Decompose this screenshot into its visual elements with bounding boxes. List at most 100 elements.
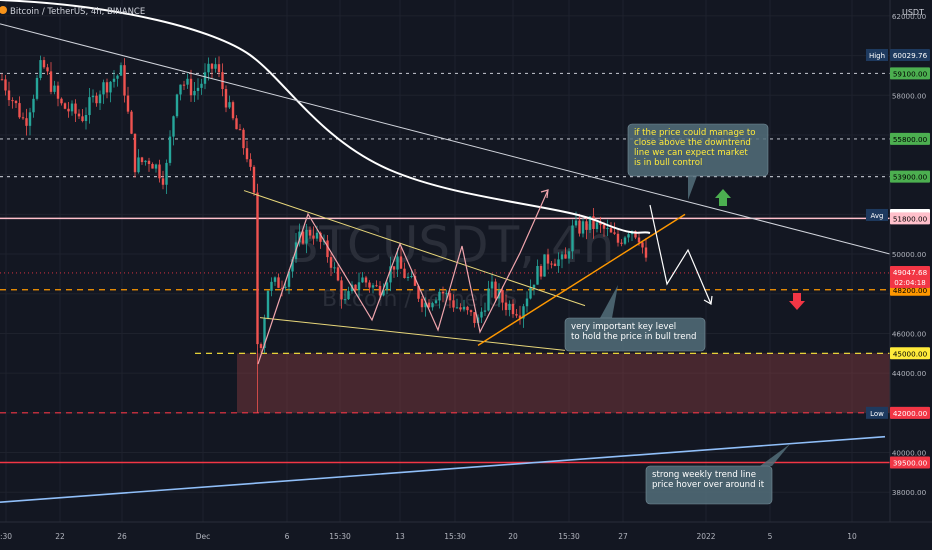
candle-body-66: [231, 102, 235, 119]
level-badge-bg-2: [890, 132, 930, 145]
x-tick-11: 2022: [696, 532, 715, 541]
currency-label[interactable]: USDT: [902, 8, 924, 17]
candle-body-151: [529, 287, 532, 299]
candle-body-114: [399, 256, 403, 269]
moving-average-line: [0, 0, 651, 234]
candle-body-69: [242, 129, 245, 149]
candle-body-169: [592, 216, 595, 229]
candle-body-118: [413, 276, 417, 286]
candle-body-150: [525, 298, 529, 307]
candle-body-128: [448, 293, 452, 301]
candle-body-146: [511, 303, 515, 315]
candle-body-15: [53, 85, 56, 92]
candle-body-62: [217, 64, 221, 73]
y-tick-4: 50000.00: [892, 250, 927, 259]
candle-body-27: [95, 95, 98, 104]
level-badge-7: 45000.00: [893, 349, 928, 358]
annotation-pointer-1: [600, 285, 618, 318]
candle-body-9: [32, 98, 35, 113]
candle-body-21: [74, 103, 77, 114]
candle-body-109: [382, 289, 385, 296]
candle-body-3: [11, 100, 14, 102]
candle-body-122: [427, 302, 431, 308]
candle-body-86: [301, 231, 305, 244]
level-badge-0: 60029.76: [893, 51, 928, 60]
candle-body-161: [564, 254, 567, 259]
candle-body-179: [627, 234, 630, 238]
candle-body-48: [168, 136, 172, 163]
candle-body-4: [14, 100, 18, 104]
candle-body-72: [252, 166, 256, 193]
candle-body-115: [403, 268, 406, 278]
candle-body-76: [266, 290, 270, 319]
candle-body-167: [585, 221, 588, 230]
candle-body-37: [130, 111, 133, 134]
candle-body-36: [126, 95, 130, 112]
candle-body-8: [28, 112, 32, 126]
candle-body-68: [238, 129, 242, 131]
weekly-trend-line: [0, 435, 886, 503]
candle-body-2: [7, 90, 11, 101]
current-price-value: 49047.68: [893, 268, 928, 277]
candle-body-138: [483, 310, 487, 312]
candle-body-44: [154, 164, 158, 169]
candle-body-53: [186, 78, 189, 85]
candle-body-49: [172, 116, 175, 137]
x-tick-9: 15:30: [558, 532, 580, 541]
candle-body-177: [620, 242, 623, 244]
candle-body-24: [84, 115, 88, 122]
x-tick-3: Dec: [196, 532, 211, 541]
level-badge-bg-7: [890, 347, 930, 360]
candle-body-130: [455, 307, 459, 309]
candle-body-64: [224, 89, 228, 108]
candle-body-141: [494, 281, 497, 299]
candle-body-163: [571, 225, 574, 252]
candle-body-18: [63, 103, 67, 109]
candle-body-10: [35, 77, 39, 99]
candle-body-135: [473, 312, 476, 323]
downtrend-line: [0, 23, 891, 255]
candle-body-50: [175, 94, 179, 117]
candle-body-156: [546, 254, 550, 264]
candle-body-71: [249, 159, 252, 167]
x-tick-7: 15:30: [444, 532, 466, 541]
candle-body-134: [469, 310, 473, 313]
candle-body-117: [410, 276, 413, 278]
bearish-arrowhead: [703, 295, 713, 305]
candle-body-29: [102, 82, 105, 95]
candle-body-61: [214, 64, 217, 69]
candle-body-98: [343, 299, 347, 301]
candle-body-34: [119, 65, 123, 76]
candle-body-152: [532, 284, 536, 288]
candle-body-116: [406, 276, 410, 278]
level-badge-bg-5: [890, 212, 930, 225]
price-axis[interactable]: 38000.00 40000.00 44000.00 46000.00 50000.00…: [866, 0, 932, 550]
candle-body-153: [536, 265, 539, 285]
candle-body-22: [77, 113, 81, 117]
candle-body-93: [326, 240, 329, 258]
candle-body-147: [515, 314, 518, 316]
level-badge-bg-9: [890, 406, 930, 419]
candle-body-79: [277, 277, 280, 288]
x-tick-5: 15:30: [329, 532, 351, 541]
candle-body-165: [578, 220, 581, 234]
level-badge-5: 51800.00: [893, 214, 928, 223]
candle-body-87: [305, 229, 308, 244]
annotation-box-2: [645, 465, 773, 505]
candle-body-25: [88, 97, 91, 116]
candle-body-5: [18, 103, 21, 118]
candle-body-137: [480, 311, 483, 318]
candle-body-133: [466, 306, 469, 311]
candle-body-119: [417, 285, 420, 299]
candle-body-160: [560, 254, 564, 260]
candle-body-23: [81, 116, 84, 122]
time-axis[interactable]: :30 22 26 Dec 6 15:30 13 15:30 20 15:30 27 2022 5 10: [0, 521, 932, 550]
current-price-countdown: 02:04:18: [894, 279, 925, 287]
candle-body-78: [273, 277, 277, 282]
candle-body-154: [539, 265, 543, 277]
candle-body-75: [263, 318, 266, 349]
candle-body-6: [21, 117, 25, 119]
candle-body-149: [522, 306, 525, 319]
candle-body-1: [4, 79, 7, 91]
